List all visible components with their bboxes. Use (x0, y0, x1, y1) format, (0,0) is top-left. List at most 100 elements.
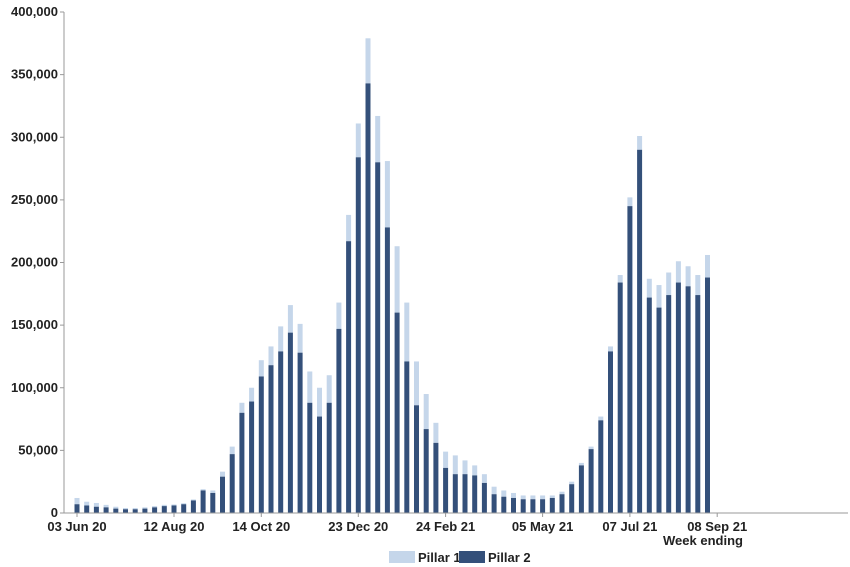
bar-pillar-2 (190, 500, 196, 513)
y-tick-label: 300,000 (11, 129, 58, 144)
bar-pillar-2 (181, 504, 187, 513)
bar-pillar-1 (598, 416, 604, 421)
bar-pillar-1 (452, 455, 458, 475)
bar-pillar-1 (84, 501, 90, 506)
legend-swatch-pillar-1 (389, 551, 415, 563)
bar-pillar-1 (239, 402, 245, 413)
bar-pillar-2 (637, 149, 643, 513)
bar-pillar-2 (74, 504, 80, 513)
bar-pillar-2 (491, 494, 497, 513)
bar-pillar-2 (443, 467, 449, 513)
bar-pillar-2 (93, 506, 99, 513)
bar-pillar-1 (394, 246, 400, 313)
bar-pillar-1 (520, 495, 526, 500)
bar-pillar-2 (336, 328, 342, 513)
bar-pillar-2 (346, 241, 352, 513)
bar-pillar-2 (200, 490, 206, 513)
bar-pillar-1 (530, 495, 536, 500)
bar-pillar-1 (220, 471, 225, 477)
bar-pillar-1 (346, 214, 352, 242)
bar-pillar-1 (74, 497, 80, 505)
bar-pillar-1 (297, 323, 303, 353)
bar-pillar-2 (404, 361, 410, 513)
bar-pillar-1 (161, 504, 167, 507)
x-tick-label: 07 Jul 21 (602, 519, 657, 534)
bar-pillar-2 (559, 494, 565, 513)
bar-pillar-1 (608, 346, 613, 352)
bar-pillar-1 (152, 506, 158, 508)
bar-pillar-2 (307, 402, 313, 513)
x-tick-label: 14 Oct 20 (232, 519, 290, 534)
bar-pillar-1 (549, 495, 555, 498)
bar-pillar-2 (297, 352, 303, 513)
bar-pillar-2 (220, 476, 225, 513)
bar-pillar-1 (287, 305, 293, 333)
x-axis: 03 Jun 20 12 Aug 20 14 Oct 20 23 Dec 20 24 F… (47, 512, 848, 534)
bar-pillar-1 (142, 507, 148, 509)
bar-pillar-2 (452, 474, 458, 513)
bar-pillar-1 (675, 261, 681, 283)
bar-pillar-2 (695, 295, 701, 513)
bar-pillar-2 (598, 420, 604, 513)
bar-pillar-1 (200, 489, 206, 491)
bar-pillar-2 (472, 475, 478, 513)
bar-pillar-2 (511, 497, 516, 513)
bar-pillar-2 (258, 376, 264, 513)
bar-pillar-1 (511, 492, 516, 498)
bar-pillar-2 (229, 454, 235, 513)
bar-pillar-2 (123, 509, 128, 513)
bar-pillar-1 (132, 507, 138, 510)
bar-pillar-2 (481, 482, 487, 513)
y-axis: 0 50,000 100,000 150,000 200,000 250,000 300,0… (11, 4, 65, 520)
bar-pillar-1 (423, 394, 429, 430)
bar-pillar-1 (317, 387, 322, 417)
bar-pillar-2 (414, 405, 419, 513)
bar-pillar-2 (462, 474, 468, 513)
bar-pillar-1 (278, 326, 284, 352)
bar-pillar-2 (278, 351, 284, 513)
bar-pillar-2 (142, 508, 148, 513)
bar-pillar-1 (627, 197, 633, 207)
bar-pillar-2 (375, 162, 381, 514)
bar-pillar-2 (646, 297, 652, 513)
bar-pillar-1 (190, 499, 196, 501)
bar-pillar-1 (414, 361, 419, 406)
x-tick-label: 23 Dec 20 (328, 519, 388, 534)
bar-pillar-2 (549, 497, 555, 513)
x-axis-title: Week ending (663, 533, 743, 548)
bar-pillar-2 (287, 332, 293, 513)
y-tick-label: 400,000 (11, 4, 58, 19)
bar-pillar-1 (375, 115, 381, 163)
bar-pillar-2 (627, 206, 633, 513)
bar-pillar-2 (656, 307, 662, 513)
bar-pillar-1 (646, 278, 652, 298)
bar-pillar-1 (578, 462, 584, 466)
bar-pillar-2 (675, 282, 681, 513)
bar-pillar-1 (307, 371, 313, 403)
bar-pillar-2 (268, 365, 274, 513)
bar-pillar-1 (404, 302, 410, 362)
y-tick-label: 150,000 (11, 317, 58, 332)
bar-pillar-2 (588, 449, 594, 513)
bar-pillar-1 (588, 446, 594, 450)
y-tick-label: 350,000 (11, 67, 58, 82)
bar-pillar-2 (171, 505, 177, 513)
bar-pillar-1 (491, 486, 497, 495)
bar-pillar-2 (103, 507, 109, 513)
bar-pillar-2 (569, 484, 575, 513)
bar-pillar-1 (569, 481, 575, 485)
bar-pillar-1 (123, 507, 128, 510)
bar-pillar-2 (210, 492, 216, 513)
bar-pillar-2 (132, 509, 138, 513)
bar-pillar-1 (229, 446, 235, 455)
bar-pillar-2 (423, 429, 429, 513)
bar-pillar-1 (93, 502, 99, 507)
x-tick-label: 08 Sep 21 (687, 519, 747, 534)
bar-pillar-2 (365, 83, 371, 513)
bar-pillar-1 (656, 285, 662, 308)
bars (74, 38, 710, 514)
bar-pillar-1 (685, 266, 691, 287)
bar-pillar-1 (210, 490, 216, 493)
x-tick-label: 24 Feb 21 (416, 519, 475, 534)
x-tick-label: 05 May 21 (512, 519, 573, 534)
